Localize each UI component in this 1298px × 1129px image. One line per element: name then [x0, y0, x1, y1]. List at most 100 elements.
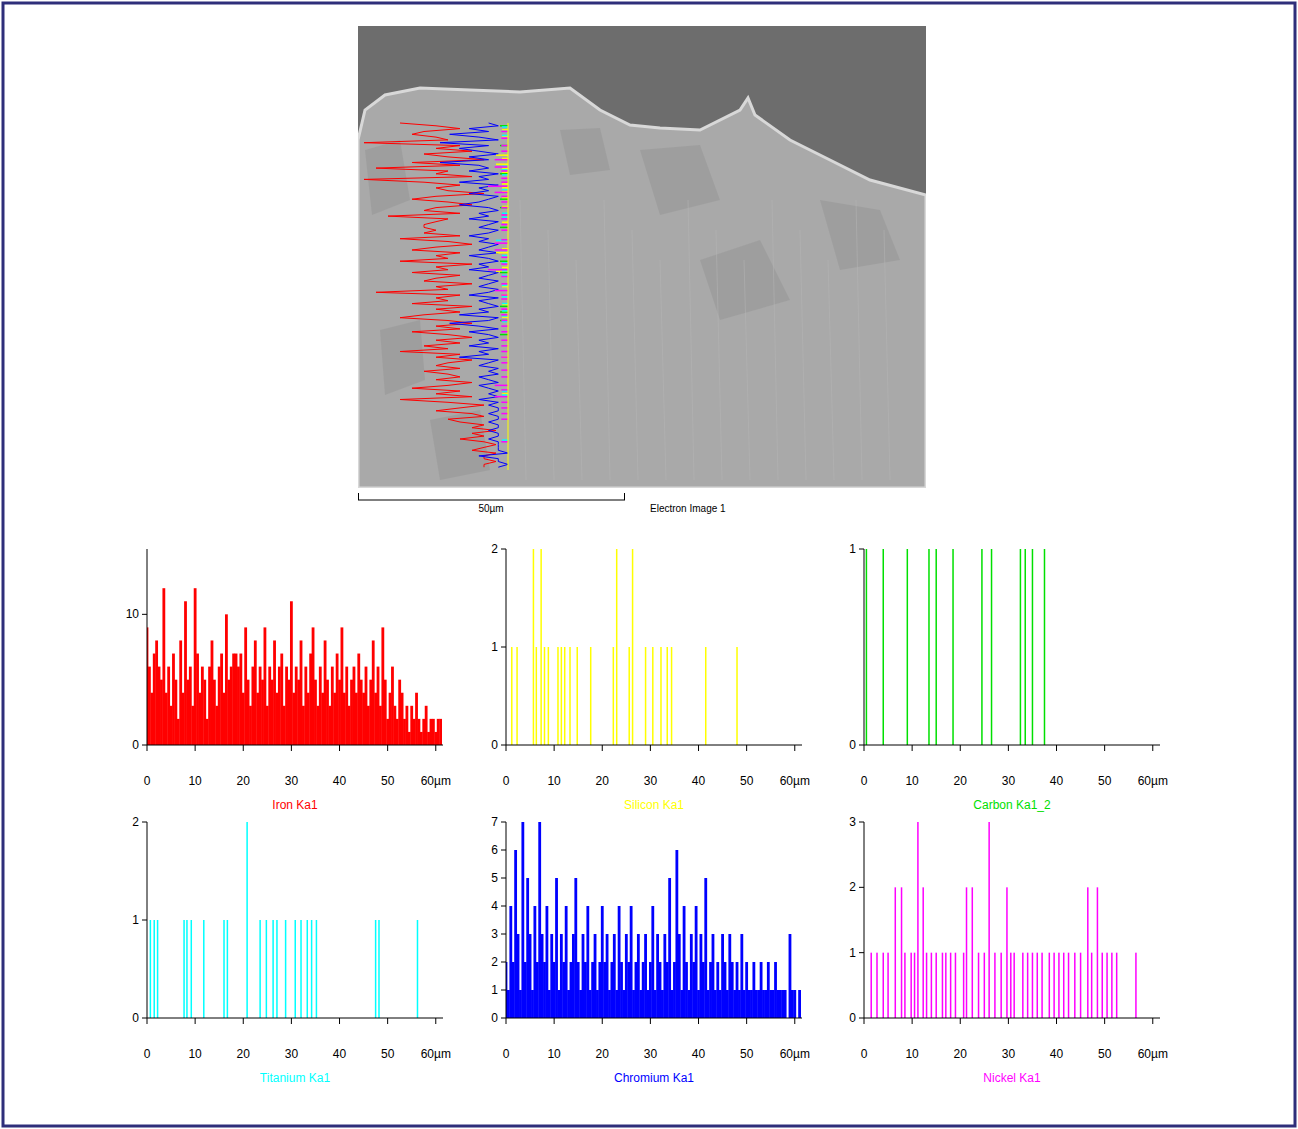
bar: [348, 706, 351, 745]
bar: [608, 990, 611, 1018]
frame: [3, 3, 1295, 1126]
overlay-tick: [496, 154, 508, 156]
bar: [623, 990, 626, 1018]
bar: [186, 920, 188, 1018]
overlay-tick: [502, 393, 508, 395]
bar: [574, 878, 577, 1018]
bar: [374, 693, 377, 745]
overlay-tick: [502, 187, 508, 189]
x-tick: [435, 745, 436, 751]
chart-panel: 0120102030405060µmSilicon Ka1: [491, 542, 810, 812]
bar: [647, 990, 650, 1018]
overlay-tick: [501, 320, 508, 322]
bar: [635, 962, 638, 1018]
bar: [651, 906, 654, 1018]
overlay-tick: [502, 267, 508, 269]
y-tick-label: 1: [849, 542, 856, 556]
bar: [235, 654, 238, 745]
bar: [988, 822, 990, 1018]
bar: [705, 647, 707, 745]
bar: [883, 953, 885, 1018]
x-tick-label: 20: [237, 1047, 251, 1061]
overlay-tick: [501, 137, 508, 139]
chart-title: Titanium Ka1: [260, 1071, 331, 1085]
overlay-tick: [502, 303, 508, 305]
bar: [1116, 953, 1118, 1018]
y-tick-label: 1: [132, 913, 139, 927]
bar: [331, 667, 334, 745]
bar: [618, 906, 621, 1018]
chart-title: Carbon Ka1_2: [973, 798, 1051, 812]
overlay-tick: [502, 131, 508, 133]
texture: [430, 410, 490, 480]
x-tick: [554, 1018, 555, 1024]
bar: [755, 990, 758, 1018]
bar: [642, 962, 645, 1018]
bar: [191, 706, 194, 745]
y-tick-label: 0: [849, 738, 856, 752]
bar: [945, 953, 947, 1018]
x-tick: [1104, 745, 1105, 751]
bar: [546, 906, 549, 1018]
x-tick-label: 30: [1002, 774, 1016, 788]
bar: [652, 647, 654, 745]
bar: [1135, 953, 1137, 1018]
bar: [183, 920, 185, 1018]
y-tick: [501, 549, 506, 550]
overlay-tick: [500, 227, 508, 229]
overlay-tick: [488, 269, 508, 271]
x-tick: [1104, 1018, 1105, 1024]
bar: [372, 640, 375, 745]
overlay-tick: [501, 131, 508, 133]
overlay-tick: [502, 183, 508, 185]
bar: [558, 990, 561, 1018]
overlay-tick: [501, 418, 508, 420]
bar: [150, 920, 152, 1018]
overlay-tick: [501, 325, 508, 327]
overlay-tick: [501, 283, 508, 285]
x-tick-label: 50: [381, 774, 395, 788]
bar: [700, 934, 703, 1018]
bar: [292, 693, 295, 745]
bar: [170, 706, 173, 745]
x-tick-label: 30: [644, 774, 658, 788]
texture: [716, 230, 722, 480]
overlay-tick: [501, 389, 508, 391]
bar: [1044, 549, 1046, 745]
overlay-tick: [495, 192, 508, 194]
overlay-tick: [500, 145, 508, 147]
bar: [895, 887, 897, 1018]
bar: [570, 962, 573, 1018]
bar: [762, 990, 765, 1018]
bar: [311, 920, 313, 1018]
bar: [748, 990, 751, 1018]
bar: [384, 680, 387, 745]
bar: [357, 654, 360, 745]
bar: [1041, 953, 1043, 1018]
bar: [680, 990, 683, 1018]
bar: [230, 667, 233, 745]
bar: [378, 920, 380, 1018]
bar: [576, 647, 578, 745]
bar: [285, 667, 288, 745]
y-tick: [501, 745, 506, 746]
overlay-tick: [502, 169, 508, 171]
bar: [203, 680, 206, 745]
bar: [393, 706, 396, 745]
overlay-tick: [496, 163, 508, 165]
chart-panel: 012345670102030405060µmChromium Ka1: [491, 815, 810, 1085]
bar: [312, 627, 315, 745]
bar: [174, 680, 177, 745]
x-tick-label: 30: [285, 774, 299, 788]
overlay-tick: [502, 135, 508, 137]
bar: [223, 920, 225, 1018]
chart-title: Chromium Ka1: [614, 1071, 694, 1085]
texture: [632, 230, 638, 480]
bar: [685, 962, 688, 1018]
bar: [866, 549, 868, 745]
bar: [266, 920, 268, 1018]
overlay-tick: [502, 356, 508, 358]
overlay-tick: [500, 320, 508, 322]
overlay-tick: [501, 308, 508, 310]
x-tick-label: 10: [905, 774, 919, 788]
